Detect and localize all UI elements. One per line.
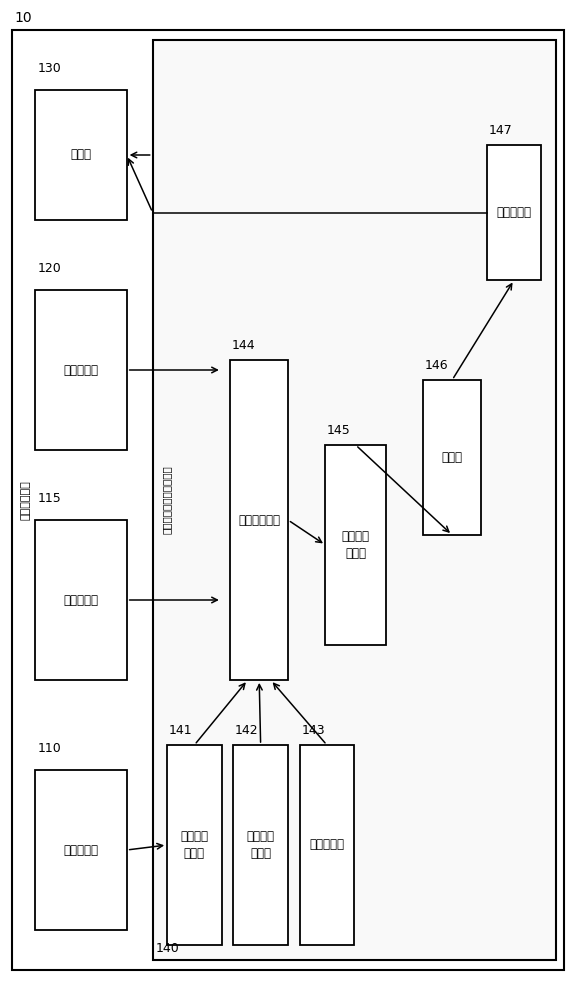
Bar <box>167 745 222 945</box>
Bar <box>35 770 127 930</box>
Text: 信息处理设备（控制器）: 信息处理设备（控制器） <box>162 466 172 534</box>
Bar <box>423 380 481 535</box>
Text: 110: 110 <box>37 742 61 755</box>
Text: 显示控制器: 显示控制器 <box>497 206 532 219</box>
Bar <box>487 145 541 280</box>
Text: 147: 147 <box>488 124 512 137</box>
Bar <box>35 90 127 220</box>
Text: 图像输入部: 图像输入部 <box>63 843 98 856</box>
Text: 处理器: 处理器 <box>442 451 463 464</box>
Text: 143: 143 <box>301 724 325 737</box>
Text: 115: 115 <box>37 492 61 505</box>
Text: 140: 140 <box>156 942 179 955</box>
Bar <box>233 745 288 945</box>
Bar <box>35 290 127 450</box>
Bar <box>300 745 354 945</box>
Text: 142: 142 <box>235 724 259 737</box>
Text: 显示部: 显示部 <box>70 148 91 161</box>
Text: 操作输入部: 操作输入部 <box>63 593 98 606</box>
Text: 146: 146 <box>425 359 449 372</box>
Text: 话音输入部: 话音输入部 <box>63 363 98 376</box>
Bar <box>35 520 127 680</box>
Text: 处理单元
获取部: 处理单元 获取部 <box>342 530 370 560</box>
Text: 145: 145 <box>327 424 351 437</box>
Bar <box>153 40 556 960</box>
Text: 144: 144 <box>232 339 256 352</box>
Text: 输入语音
获取部: 输入语音 获取部 <box>247 830 275 860</box>
Text: 10: 10 <box>14 11 32 25</box>
Text: 141: 141 <box>169 724 192 737</box>
Text: 120: 120 <box>37 262 61 275</box>
Text: 操作检测部: 操作检测部 <box>309 838 344 852</box>
Text: 130: 130 <box>37 62 61 75</box>
Bar <box>325 445 386 645</box>
Text: 语音识别列部: 语音识别列部 <box>238 514 280 526</box>
Bar <box>230 360 288 680</box>
Text: 输入图像
获取部: 输入图像 获取部 <box>180 830 209 860</box>
Text: 信息处理系统: 信息处理系统 <box>21 480 31 520</box>
